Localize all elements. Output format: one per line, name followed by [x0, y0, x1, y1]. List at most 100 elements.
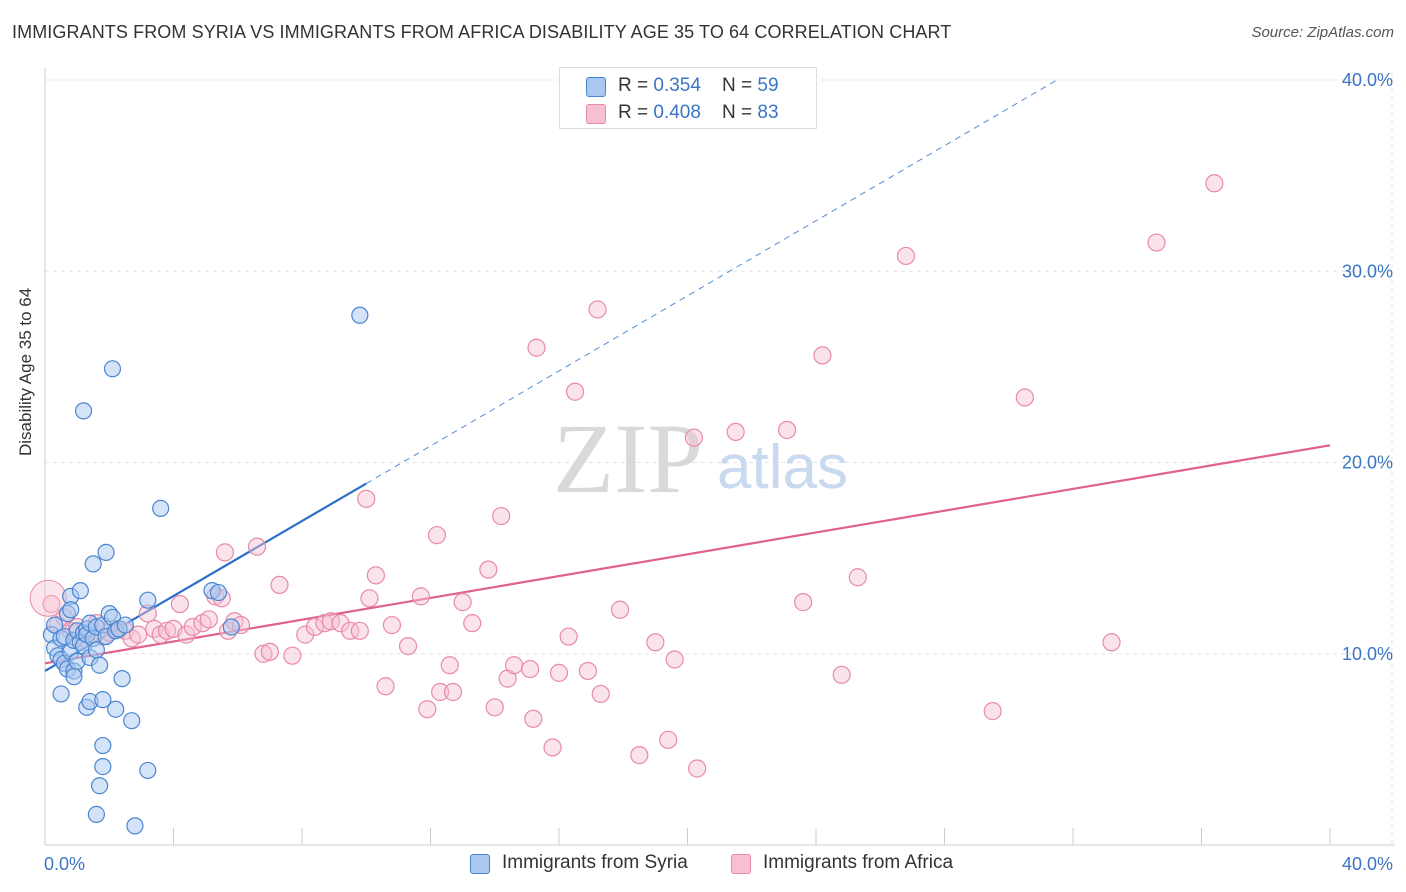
legend-text-africa: R = 0.408 N = 83	[618, 102, 779, 124]
africa-point	[350, 621, 369, 640]
africa-point	[543, 738, 562, 757]
africa-point	[559, 627, 578, 646]
africa-trend-line	[44, 444, 1331, 665]
syria-point	[97, 543, 115, 561]
africa-point	[688, 759, 707, 778]
syria-point	[209, 583, 228, 602]
correlation-legend: R = 0.354 N = 59 R = 0.408 N = 83	[559, 67, 817, 129]
africa-point	[382, 615, 402, 635]
africa-n-value: 83	[757, 102, 779, 123]
syria-point	[91, 777, 109, 795]
africa-n-label: N =	[722, 102, 758, 123]
syria-point	[65, 668, 83, 686]
africa-point	[591, 684, 610, 704]
syria-point	[84, 555, 102, 573]
y-tick-label: 30.0%	[1342, 261, 1393, 281]
africa-r-label: R =	[618, 102, 654, 123]
syria-r-label: R =	[618, 75, 654, 96]
y-tick-label: 20.0%	[1342, 453, 1393, 473]
watermark-zip: ZIP	[553, 403, 703, 514]
africa-point	[1102, 633, 1121, 652]
africa-point	[504, 656, 524, 675]
africa-point	[832, 665, 851, 684]
legend-text-syria: R = 0.354 N = 59	[618, 75, 779, 97]
africa-point	[411, 587, 430, 606]
africa-point	[848, 568, 867, 587]
chart-title: IMMIGRANTS FROM SYRIA VS IMMIGRANTS FROM…	[12, 22, 952, 42]
syria-point	[113, 670, 131, 688]
syria-point	[107, 700, 125, 718]
africa-point	[1015, 388, 1034, 407]
africa-point	[492, 506, 511, 526]
africa-point	[431, 682, 450, 702]
bottom-africa-label: Immigrants from Africa	[763, 852, 954, 873]
africa-point	[418, 700, 437, 719]
watermark-atlas: atlas	[717, 433, 848, 502]
africa-points	[29, 174, 1224, 778]
syria-point	[74, 402, 93, 420]
y-tick-label: 40.0%	[1342, 70, 1393, 90]
syria-point	[103, 360, 122, 378]
africa-point	[183, 617, 202, 637]
africa-point	[588, 300, 607, 319]
africa-point	[283, 646, 302, 665]
syria-point	[139, 761, 157, 780]
africa-point	[331, 614, 350, 633]
watermark: ZIP atlas	[553, 403, 848, 514]
bottom-africa-swatch	[731, 854, 751, 874]
africa-point	[520, 659, 540, 679]
syria-swatch	[586, 77, 606, 97]
syria-point	[222, 618, 240, 636]
syria-point	[126, 817, 144, 835]
africa-point	[305, 617, 324, 637]
africa-point	[794, 593, 813, 612]
africa-point	[777, 420, 797, 440]
africa-point	[296, 625, 315, 644]
syria-point	[52, 685, 70, 703]
africa-point	[646, 633, 665, 652]
africa-point	[215, 543, 234, 562]
africa-point	[260, 642, 279, 661]
syria-n-value: 59	[757, 75, 779, 96]
syria-point	[91, 656, 109, 674]
africa-point	[665, 650, 684, 669]
africa-point	[983, 702, 1002, 721]
africa-point	[360, 589, 379, 608]
syria-point	[351, 306, 369, 324]
syria-point	[116, 616, 134, 634]
africa-point	[270, 575, 289, 595]
syria-point	[152, 499, 170, 517]
syria-point	[71, 582, 89, 600]
africa-point	[341, 621, 360, 640]
africa-point	[726, 422, 745, 441]
tick-labels: 10.0% 20.0% 30.0% 40.0% 0.0% 40.0%	[44, 70, 1393, 874]
africa-point	[463, 614, 482, 633]
syria-points	[42, 306, 369, 835]
axes	[44, 68, 1395, 846]
africa-r-value: 0.408	[653, 102, 701, 123]
syria-point	[123, 712, 141, 730]
africa-point	[1205, 174, 1224, 193]
africa-point	[129, 625, 148, 644]
syria-point	[139, 591, 157, 609]
x-tick-label-min: 0.0%	[44, 854, 85, 874]
africa-point	[366, 566, 385, 585]
africa-point	[254, 644, 273, 663]
syria-point	[62, 601, 80, 619]
syria-point	[94, 757, 112, 776]
africa-swatch	[586, 104, 606, 124]
africa-point	[376, 677, 395, 696]
africa-point	[659, 730, 678, 749]
africa-point	[479, 560, 498, 579]
syria-trend-extension	[365, 79, 1058, 484]
trend-lines	[44, 79, 1331, 672]
africa-point	[524, 709, 543, 728]
africa-point	[247, 537, 267, 556]
africa-point	[578, 661, 598, 681]
africa-point	[443, 682, 463, 702]
africa-point	[485, 698, 504, 717]
y-axis-label: Disability Age 35 to 64	[16, 287, 35, 456]
syria-r-value: 0.354	[653, 75, 701, 96]
africa-point	[527, 338, 546, 357]
